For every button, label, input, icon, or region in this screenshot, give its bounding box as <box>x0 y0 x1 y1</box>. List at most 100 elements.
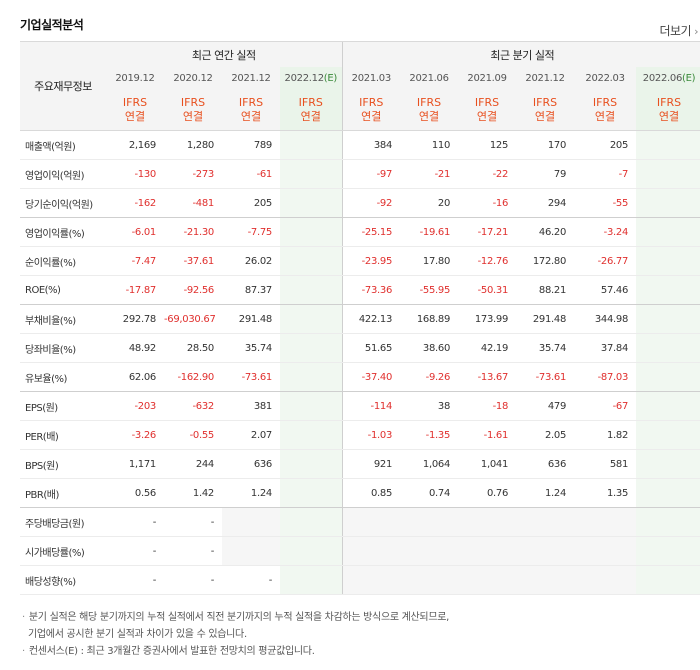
table-cell: - <box>106 565 164 595</box>
table-row: 순이익률(%) -7.47 -37.61 26.02 -23.95 17.80 -12.76… <box>20 246 700 276</box>
table-cell <box>636 130 700 160</box>
row-label: 시가배당률(%) <box>20 536 106 566</box>
table-row: 영업이익(억원) -130 -273 -61 -97 -21 -22 79 -7 <box>20 159 700 189</box>
table-cell: -9.26 <box>400 362 459 392</box>
period-header: 2021.12 <box>222 67 280 89</box>
table-cell: 2,169 <box>106 130 164 160</box>
table-cell: 172.80 <box>516 246 575 276</box>
basis-header: IFRS 연결 <box>106 89 164 131</box>
table-cell: 1.24 <box>222 478 280 508</box>
table-row: PBR(배) 0.56 1.42 1.24 0.85 0.74 0.76 1.24 1.35 <box>20 478 700 508</box>
table-cell: -632 <box>164 391 222 421</box>
table-cell: 1,064 <box>400 449 459 479</box>
table-cell <box>636 478 700 508</box>
table-row: ROE(%) -17.87 -92.56 87.37 -73.36 -55.95 -50.3… <box>20 275 700 305</box>
table-cell: 20 <box>400 188 459 218</box>
table-cell <box>400 565 459 595</box>
table-cell: 0.85 <box>341 478 401 508</box>
table-cell <box>400 507 459 537</box>
table-cell <box>280 217 343 247</box>
table-row: 매출액(억원) 2,169 1,280 789 384 110 125 170 205 <box>20 130 700 160</box>
table-cell <box>636 188 700 218</box>
table-cell <box>280 391 343 421</box>
table-cell <box>341 565 401 595</box>
period-header: 2022.06(E) <box>636 67 700 89</box>
table-cell: 1.82 <box>574 420 637 450</box>
table-cell: 1.35 <box>574 478 637 508</box>
period-header: 2021.06 <box>400 67 459 89</box>
period-header: 2022.03 <box>574 67 637 89</box>
table-cell: 62.06 <box>106 362 164 392</box>
table-cell: -22 <box>458 159 517 189</box>
table-cell: 1,280 <box>164 130 222 160</box>
table-cell <box>636 536 700 566</box>
table-cell <box>341 536 401 566</box>
table-cell: -7 <box>574 159 637 189</box>
table-cell <box>280 333 343 363</box>
table-cell: -61 <box>222 159 280 189</box>
estimate-mark: (E) <box>323 72 338 84</box>
table-cell: -1.35 <box>400 420 459 450</box>
table-cell <box>222 507 280 537</box>
footnote-1: · 분기 실적은 해당 분기까지의 누적 실적에서 직전 분기까지의 누적 실적을… <box>22 612 450 623</box>
more-link[interactable]: 더보기 › <box>659 22 698 39</box>
table-cell: -87.03 <box>574 362 637 392</box>
table-cell: - <box>164 507 222 537</box>
table-cell: 28.50 <box>164 333 222 363</box>
table-cell: -1.03 <box>341 420 401 450</box>
row-label: PER(배) <box>20 420 106 450</box>
table-cell <box>280 275 343 305</box>
table-cell: 1.42 <box>164 478 222 508</box>
table-cell <box>280 159 343 189</box>
table-cell: -55.95 <box>400 275 459 305</box>
table-cell: 51.65 <box>341 333 401 363</box>
table-row: 주당배당금(원) - - <box>20 507 700 537</box>
table-cell: 1,041 <box>458 449 517 479</box>
row-label: 영업이익률(%) <box>20 217 106 247</box>
section-title: 기업실적분석 <box>20 18 84 32</box>
table-cell: 244 <box>164 449 222 479</box>
table-cell <box>636 333 700 363</box>
table-cell: 422.13 <box>341 304 401 334</box>
table-cell: 344.98 <box>574 304 637 334</box>
table-cell: 294 <box>516 188 575 218</box>
chevron-right-icon: › <box>694 25 698 38</box>
table-cell: 0.76 <box>458 478 517 508</box>
table-cell: 205 <box>222 188 280 218</box>
table-cell <box>400 536 459 566</box>
table-cell: -7.47 <box>106 246 164 276</box>
table-cell: - <box>106 536 164 566</box>
table-cell: 789 <box>222 130 280 160</box>
table-cell <box>636 246 700 276</box>
table-row: BPS(원) 1,171 244 636 921 1,064 1,041 636 581 <box>20 449 700 479</box>
table-cell: 88.21 <box>516 275 575 305</box>
table-cell: -3.26 <box>106 420 164 450</box>
basis-header: IFRS 연결 <box>574 89 637 131</box>
estimate-mark: (E) <box>682 72 696 84</box>
table-row: 유보율(%) 62.06 -162.90 -73.61 -37.40 -9.26 -13.6… <box>20 362 700 392</box>
table-cell: -37.61 <box>164 246 222 276</box>
table-cell <box>280 565 343 595</box>
table-cell <box>574 536 637 566</box>
table-row: EPS(원) -203 -632 381 -114 38 -18 479 -67 <box>20 391 700 421</box>
table-cell <box>458 536 517 566</box>
table-cell <box>280 246 343 276</box>
table-cell: 205 <box>574 130 637 160</box>
table-cell: 636 <box>516 449 575 479</box>
basis-header: IFRS 연결 <box>636 89 700 131</box>
row-label: EPS(원) <box>20 391 106 421</box>
row-header-label: 주요재무정보 <box>20 41 106 131</box>
table-cell <box>280 507 343 537</box>
row-label: ROE(%) <box>20 275 106 305</box>
table-cell: 37.84 <box>574 333 637 363</box>
annual-header: 최근 연간 실적 <box>106 41 343 67</box>
row-label: 순이익률(%) <box>20 246 106 276</box>
table-cell: 125 <box>458 130 517 160</box>
table-cell: 0.74 <box>400 478 459 508</box>
table-cell: -12.76 <box>458 246 517 276</box>
table-cell <box>636 275 700 305</box>
table-cell: -273 <box>164 159 222 189</box>
table-row: 당기순이익(억원) -162 -481 205 -92 20 -16 294 -55 <box>20 188 700 218</box>
table-cell: - <box>222 565 280 595</box>
table-cell: 46.20 <box>516 217 575 247</box>
